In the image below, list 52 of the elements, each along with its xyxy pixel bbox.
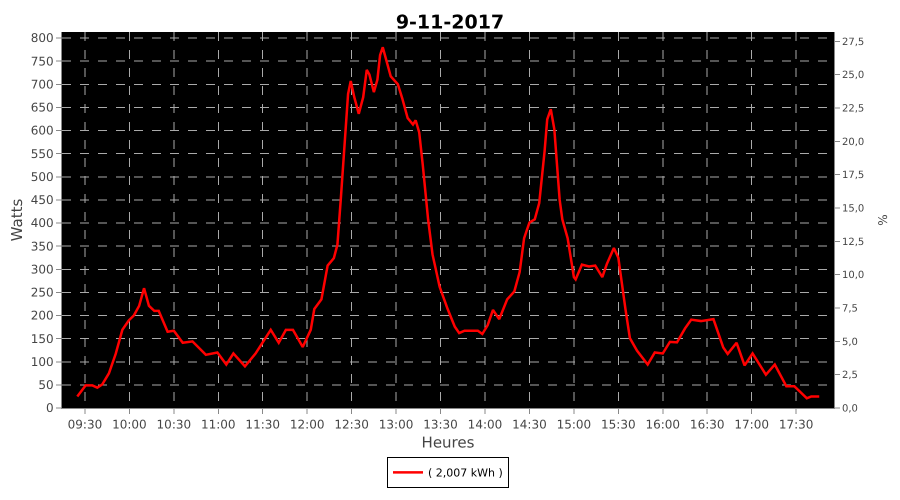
x-tick-label: 17:30 xyxy=(778,417,814,432)
y2-tick-label: 10,0 xyxy=(842,270,864,282)
y-tick-label: 200 xyxy=(30,308,54,323)
y2-tick-label: 12,5 xyxy=(842,236,864,248)
y-tick-label: 150 xyxy=(30,332,54,346)
y-tick-label: 100 xyxy=(30,354,54,369)
chart-title: 9-11-2017 xyxy=(396,11,504,34)
y-tick-label: 550 xyxy=(30,146,54,161)
y-tick-label: 350 xyxy=(30,239,54,254)
y2-tick-label: 7,5 xyxy=(842,304,858,314)
y-axis-title: Watts xyxy=(8,198,26,242)
x-tick-label: 11:00 xyxy=(200,417,236,432)
y2-tick-label: 0,0 xyxy=(842,404,858,414)
y2-tick-label: 27,5 xyxy=(842,36,864,48)
y-tick-label: 450 xyxy=(30,193,54,208)
x-tick-label: 10:00 xyxy=(112,417,147,432)
x-tick-label: 12:00 xyxy=(290,417,324,432)
y-tick-label: 250 xyxy=(30,286,54,300)
y-tick-label: 650 xyxy=(30,100,54,115)
y2-tick-label: 17,5 xyxy=(842,170,864,182)
x-tick-label: 17:00 xyxy=(734,417,769,432)
x-tick-label: 16:30 xyxy=(690,417,725,432)
x-tick-label: 11:30 xyxy=(245,417,280,432)
y-tick-label: 50 xyxy=(38,378,54,392)
y-tick-label: 300 xyxy=(30,262,54,276)
y2-tick-label: 20,0 xyxy=(842,136,864,148)
y2-tick-label: 5,0 xyxy=(842,336,858,348)
line-series xyxy=(76,46,820,400)
y2-tick-label: 15,0 xyxy=(842,204,864,214)
x-tick-label: 15:30 xyxy=(601,417,636,432)
x-tick-label: 15:00 xyxy=(556,417,592,432)
x-tick-label: 14:00 xyxy=(468,417,502,432)
x-tick-label: 09:30 xyxy=(68,417,102,432)
y2-axis-title: % xyxy=(876,214,890,226)
y2-tick-label: 22,5 xyxy=(842,104,864,114)
y-tick-label: 600 xyxy=(30,124,54,138)
x-tick-label: 13:00 xyxy=(378,417,414,432)
legend-label: ( 2,007 kWh ) xyxy=(428,466,503,480)
y-tick-label: 800 xyxy=(30,31,54,46)
x-tick-label: 13:30 xyxy=(423,417,458,432)
y-tick-label: 0 xyxy=(46,401,54,416)
x-tick-label: 16:00 xyxy=(645,417,680,432)
y2-tick-label: 2,5 xyxy=(842,370,858,382)
x-axis-title: Heures xyxy=(422,433,475,452)
y-tick-label: 400 xyxy=(30,216,54,230)
x-tick-label: 10:30 xyxy=(156,417,192,432)
y2-tick-label: 25,0 xyxy=(842,70,864,82)
x-tick-label: 14:30 xyxy=(512,417,547,432)
x-tick-label: 12:30 xyxy=(334,417,369,432)
y-tick-label: 700 xyxy=(30,77,54,92)
y-tick-label: 500 xyxy=(30,170,54,184)
y-tick-label: 750 xyxy=(30,54,54,68)
